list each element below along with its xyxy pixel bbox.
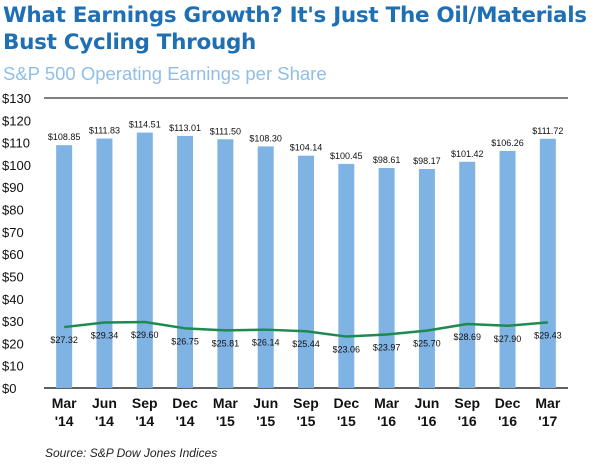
- y-tick-label: $100: [2, 158, 31, 173]
- x-category-month: Jun: [92, 395, 117, 411]
- y-tick-label: $40: [2, 292, 24, 307]
- bar-value-label: $111.72: [532, 126, 563, 136]
- bar: [56, 145, 73, 388]
- x-category-month: Dec: [333, 395, 359, 411]
- bar: [459, 161, 476, 388]
- line-value-label: $25.81: [212, 338, 240, 348]
- bar: [378, 168, 395, 388]
- bar-value-label: $106.26: [491, 138, 524, 148]
- y-tick-label: $0: [2, 381, 16, 396]
- line-value-label: $23.97: [373, 343, 401, 353]
- y-tick-label: $50: [2, 269, 24, 284]
- bar-value-label: $111.83: [89, 126, 120, 136]
- bar-value-label: $108.30: [249, 133, 282, 143]
- bar: [418, 169, 435, 388]
- y-tick-label: $90: [2, 180, 24, 195]
- x-category-year: '16: [377, 413, 396, 429]
- x-category-year: '14: [135, 413, 154, 429]
- line-value-label: $28.69: [453, 332, 481, 342]
- y-tick-label: $110: [2, 136, 30, 151]
- x-category-year: '15: [216, 413, 235, 429]
- bar: [499, 150, 516, 388]
- y-tick-label: $10: [2, 359, 24, 374]
- x-category-year: '15: [256, 413, 275, 429]
- x-category-year: '14: [176, 413, 195, 429]
- x-category-month: Mar: [535, 395, 560, 411]
- x-category-year: '14: [95, 413, 114, 429]
- bar-value-label: $104.14: [290, 143, 323, 153]
- bar-value-label: $114.51: [129, 120, 161, 130]
- x-category-year: '14: [55, 413, 74, 429]
- line-value-label: $27.32: [50, 335, 78, 345]
- bar-value-label: $101.42: [451, 149, 484, 159]
- x-category-month: Sep: [293, 395, 319, 411]
- x-category-year: '16: [498, 413, 517, 429]
- x-category-year: '15: [337, 413, 356, 429]
- x-category-month: Dec: [172, 395, 198, 411]
- x-category-year: '16: [417, 413, 436, 429]
- y-tick-label: $80: [2, 203, 24, 218]
- bar-value-label: $98.17: [413, 156, 441, 166]
- bar: [539, 138, 556, 388]
- line-value-label: $23.06: [333, 345, 361, 355]
- bar: [257, 146, 274, 388]
- x-category-month: Mar: [213, 395, 238, 411]
- y-tick-label: $60: [2, 247, 24, 262]
- line-value-label: $25.70: [413, 339, 441, 349]
- x-category-month: Sep: [132, 395, 158, 411]
- line-value-label: $27.90: [494, 334, 522, 344]
- line-value-label: $29.34: [91, 331, 119, 341]
- bar: [338, 163, 355, 388]
- x-category-month: Jun: [414, 395, 439, 411]
- line-value-label: $26.14: [252, 338, 280, 348]
- chart-subtitle: S&P 500 Operating Earnings per Share: [3, 63, 327, 84]
- earnings-chart: $0 $10 $20 $30 $40 $50 $60 $70 $80 $90 $100 $110 $12…: [2, 91, 568, 429]
- x-category-month: Mar: [374, 395, 399, 411]
- line-value-label: $29.60: [131, 330, 159, 340]
- bar-value-label: $113.01: [169, 123, 201, 133]
- line-value-label: $26.75: [171, 336, 199, 346]
- chart-title: What Earnings Growth? It's Just The Oil/…: [3, 3, 587, 55]
- line-series: [64, 320, 548, 338]
- bar-value-label: $111.50: [210, 126, 241, 136]
- y-tick-label: $20: [2, 336, 24, 351]
- x-category-year: '17: [538, 413, 557, 429]
- bar: [96, 138, 113, 388]
- y-tick-label: $70: [2, 225, 24, 240]
- x-category-year: '15: [297, 413, 316, 429]
- bar: [217, 139, 234, 388]
- x-category-month: Jun: [253, 395, 278, 411]
- source-note: Source: S&P Dow Jones Indices: [45, 446, 218, 460]
- line-value-label: $29.43: [534, 330, 562, 340]
- bar: [136, 132, 153, 388]
- x-category-month: Mar: [52, 395, 77, 411]
- x-category-year: '16: [458, 413, 477, 429]
- x-category-month: Sep: [454, 395, 480, 411]
- line-value-label: $25.44: [292, 339, 320, 349]
- bar-value-label: $100.45: [330, 151, 363, 161]
- y-tick-label: $130: [2, 91, 31, 106]
- bar-value-label: $108.85: [48, 132, 81, 142]
- bar-value-label: $98.61: [373, 155, 401, 165]
- bar: [298, 155, 314, 388]
- y-tick-label: $30: [2, 314, 24, 329]
- y-tick-label: $120: [2, 113, 31, 128]
- x-category-month: Dec: [495, 395, 521, 411]
- bar: [177, 135, 194, 388]
